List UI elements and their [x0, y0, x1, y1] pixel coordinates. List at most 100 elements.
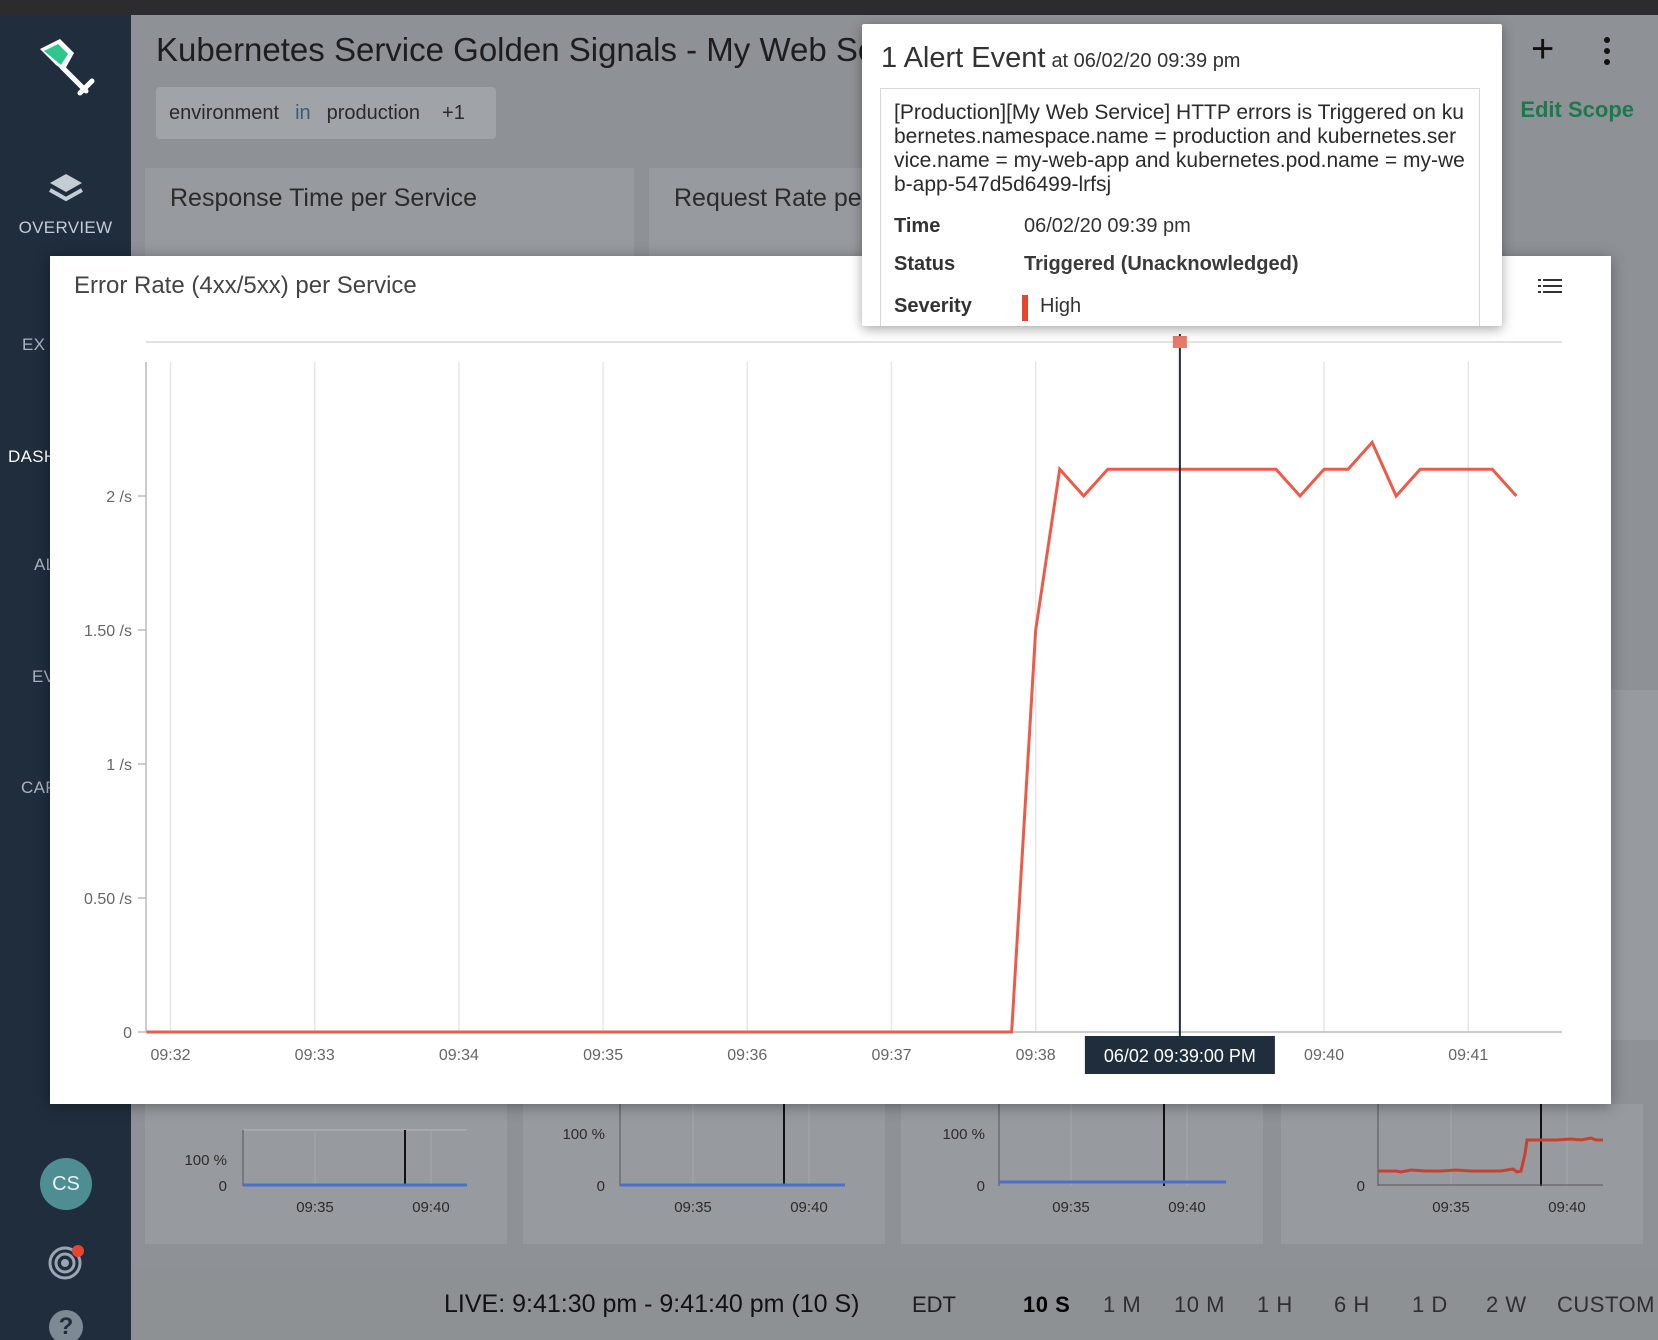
alert-time-value: 06/02/20 09:39 pm: [1024, 215, 1191, 237]
mini-chart-1-yzero: 0: [219, 1178, 227, 1195]
scope-operator: in: [295, 102, 311, 124]
nav-overview-label: OVERVIEW: [18, 218, 113, 237]
cursor-time-label-box: [1084, 1036, 1275, 1074]
range-10m[interactable]: 10 M: [1174, 1292, 1225, 1317]
x-tick-label: 09:35: [583, 1047, 623, 1064]
alert-severity-value: High: [1040, 295, 1082, 317]
edit-scope-button[interactable]: Edit Scope: [1520, 97, 1634, 122]
window-top-strip: [0, 0, 1658, 15]
layers-icon: [48, 174, 83, 202]
alert-status-label: Status: [894, 253, 956, 275]
severity-indicator: [1022, 295, 1028, 321]
alert-at-time: at 06/02/20 09:39 pm: [1051, 50, 1241, 72]
mini-chart-4-yzero: 0: [1357, 1178, 1365, 1195]
range-1m[interactable]: 1 M: [1103, 1292, 1142, 1317]
mini-chart-4-series: [1378, 1136, 1603, 1174]
x-tick-label: 09:33: [295, 1047, 335, 1064]
error-rate-chart[interactable]: 09:32 09:33 09:34 09:35 09:36 09:37 09:38 09:40…: [50, 256, 1611, 1104]
scope-filter-chip[interactable]: environment in production +1: [156, 87, 496, 139]
cursor-time-label: 06/02 09:39:00 PM: [1104, 1046, 1256, 1066]
range-1d[interactable]: 1 D: [1412, 1292, 1448, 1317]
range-2w[interactable]: 2 W: [1486, 1292, 1527, 1317]
expanded-chart-modal: Error Rate (4xx/5xx) per Service 09:32 09…: [50, 256, 1611, 1104]
alert-severity-label: Severity: [894, 295, 972, 317]
chart-title: Error Rate (4xx/5xx) per Service: [74, 272, 417, 299]
mini-chart-1-x2: 09:40: [412, 1199, 450, 1216]
x-tick-label: 09:34: [439, 1047, 479, 1064]
nav-events[interactable]: EV: [0, 667, 131, 687]
alert-time-label: Time: [894, 215, 941, 237]
y-tick-label: 2 /s: [106, 489, 132, 506]
mini-chart-4[interactable]: 0 09:35 09:40: [1281, 1104, 1643, 1244]
user-avatar[interactable]: CS: [40, 1158, 92, 1210]
range-1h[interactable]: 1 H: [1257, 1292, 1293, 1317]
range-custom[interactable]: CUSTOM: [1557, 1292, 1655, 1317]
mini-chart-2-x2: 09:40: [790, 1199, 828, 1216]
nav-capture[interactable]: CAP: [0, 778, 131, 798]
mini-chart-3-ytop: 100 %: [942, 1126, 985, 1143]
dashboard-title: Kubernetes Service Golden Signals - My W…: [156, 31, 877, 68]
x-tick-label: 09:40: [1304, 1047, 1344, 1064]
x-tick-label: 09:37: [871, 1047, 911, 1064]
nav-alerts-label: AL: [34, 555, 56, 574]
nav-alerts[interactable]: AL: [0, 555, 131, 575]
scope-value: production: [326, 102, 421, 124]
x-tick-label: 09:38: [1016, 1047, 1056, 1064]
mini-chart-3-x2: 09:40: [1168, 1199, 1206, 1216]
alert-count-title: 1 Alert Event: [881, 42, 1046, 74]
mini-chart-4-x2: 09:40: [1548, 1199, 1586, 1216]
mini-chart-2[interactable]: 100 % 0 09:35 09:40: [523, 1104, 885, 1244]
alert-detail-box[interactable]: [Production][My Web Service] HTTP errors…: [880, 88, 1480, 326]
nav-overview[interactable]: OVERVIEW: [0, 170, 131, 238]
panel-request-rate-title: Request Rate per: [674, 184, 870, 212]
nav-events-label: EV: [32, 667, 56, 686]
x-tick-label: 09:36: [727, 1047, 767, 1064]
mini-chart-1-x1: 09:35: [296, 1199, 334, 1216]
timezone-label[interactable]: EDT: [912, 1292, 956, 1317]
nav-explore-label: EX: [22, 335, 46, 354]
mini-chart-2-x1: 09:35: [674, 1199, 712, 1216]
notifications-radar-icon[interactable]: [47, 1243, 85, 1281]
mini-chart-1-ytop: 100 %: [184, 1152, 227, 1169]
panel-request-rate[interactable]: Request Rate per: [649, 168, 889, 258]
scope-key: environment: [169, 102, 280, 124]
mini-chart-1[interactable]: 100 % 0 09:35 09:40: [145, 1104, 507, 1244]
nav-dashboards[interactable]: DASH: [0, 447, 131, 467]
more-options-icon[interactable]: [1601, 37, 1613, 71]
mini-chart-3-svg: 100 % 0 09:35 09:40: [942, 1104, 1226, 1216]
time-navigation-bar: LIVE: 9:41:30 pm - 9:41:40 pm (10 S) EDT…: [131, 1270, 1658, 1340]
y-tick-label: 1 /s: [106, 757, 132, 774]
mini-chart-1-svg: 100 % 0 09:35 09:40: [184, 1129, 467, 1216]
add-panel-button[interactable]: +: [1531, 27, 1555, 71]
y-tick-label: 0: [123, 1025, 132, 1042]
mini-chart-3[interactable]: 100 % 0 09:35 09:40: [901, 1104, 1263, 1244]
error-rate-series-line: [146, 439, 1518, 1034]
mini-chart-4-x1: 09:35: [1432, 1199, 1470, 1216]
range-10s[interactable]: 10 S: [1023, 1292, 1071, 1317]
mini-chart-2-ytop: 100 %: [562, 1126, 605, 1143]
alert-message: [Production][My Web Service] HTTP errors…: [894, 101, 1465, 196]
mini-chart-3-yzero: 0: [977, 1178, 985, 1195]
mini-chart-2-svg: 100 % 0 09:35 09:40: [562, 1104, 845, 1216]
legend-list-icon[interactable]: [1538, 278, 1562, 294]
scope-more: +1: [442, 102, 465, 124]
range-6h[interactable]: 6 H: [1334, 1292, 1370, 1317]
x-tick-label: 09:41: [1448, 1047, 1488, 1064]
alert-status-value: Triggered (Unacknowledged): [1024, 253, 1299, 275]
alert-event-popover[interactable]: 1 Alert Event at 06/02/20 09:39 pm [Produ…: [862, 24, 1502, 326]
live-time-range[interactable]: LIVE: 9:41:30 pm - 9:41:40 pm (10 S): [444, 1290, 860, 1318]
mini-chart-2-yzero: 0: [597, 1178, 605, 1195]
mini-chart-3-x1: 09:35: [1052, 1199, 1090, 1216]
y-tick-label: 0.50 /s: [84, 891, 132, 908]
popover-header: 1 Alert Event at 06/02/20 09:39 pm: [881, 42, 1240, 75]
help-icon[interactable]: ?: [49, 1310, 83, 1340]
nav-explore[interactable]: EX: [0, 335, 131, 355]
alert-event-marker: [1172, 336, 1187, 348]
panel-response-time[interactable]: Response Time per Service: [145, 168, 634, 258]
nav-dashboards-label: DASH: [8, 447, 57, 466]
y-tick-label: 1.50 /s: [84, 623, 132, 640]
panel-response-time-title: Response Time per Service: [170, 184, 478, 212]
mini-chart-4-svg: 0 09:35 09:40: [1357, 1104, 1603, 1216]
shovel-logo-icon[interactable]: [34, 35, 98, 99]
nav-capture-label: CAP: [21, 778, 57, 797]
